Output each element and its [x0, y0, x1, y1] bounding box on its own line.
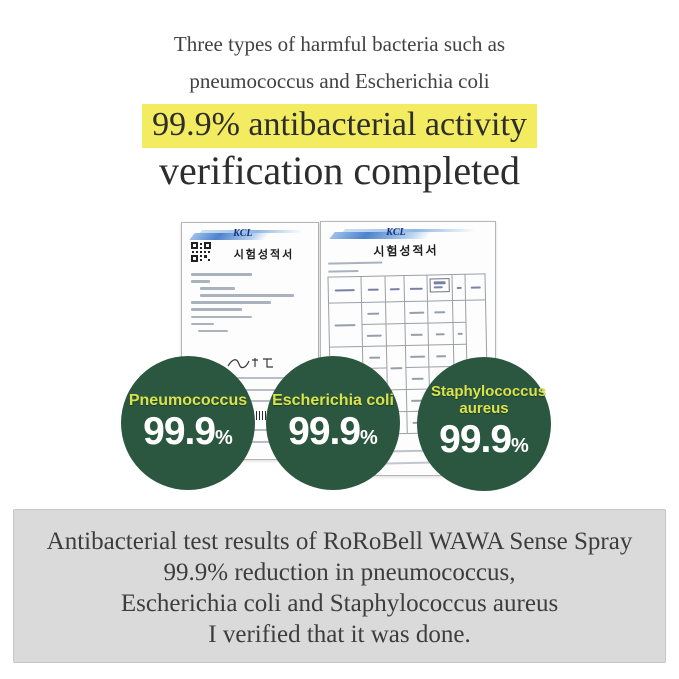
circle-label: Staphylococcus aureus — [431, 383, 547, 417]
kcl-logo: KCL — [386, 227, 406, 238]
certificate-title: 시험성적서 — [233, 248, 295, 261]
percent-sign: % — [215, 427, 233, 449]
percent-sign: % — [360, 427, 378, 449]
circle-value: 99.9% — [143, 410, 233, 453]
certificate-title: 시험성적서 — [373, 243, 439, 259]
qr-code-icon — [191, 242, 211, 262]
highlight-banner: 99.9% antibacterial activity — [142, 104, 537, 148]
result-circle-staphylococcus-aureus: Staphylococcus aureus 99.9% — [417, 357, 551, 491]
result-circle-escherichia-coli: Escherichia coli 99.9% — [266, 356, 400, 490]
signature-squiggle — [227, 358, 273, 369]
main-title: verification completed — [159, 148, 520, 193]
summary-box: Antibacterial test results of RoRoBell W… — [13, 509, 666, 663]
blue-ribbon: KCL — [185, 228, 315, 242]
result-circle-pneumococcus: Pneumococcus 99.9% — [121, 356, 255, 490]
headline: 99.9% antibacterial activity — [0, 104, 679, 148]
summary-line-3: Escherichia coli and Staphylococcus aure… — [120, 590, 559, 617]
circle-value: 99.9% — [288, 410, 378, 453]
circle-label: Pneumococcus — [128, 392, 248, 409]
intro-text: Three types of harmful bacteria such as … — [0, 26, 679, 100]
certificate-body-lines — [191, 273, 308, 337]
circle-label: Escherichia coli — [272, 392, 394, 409]
intro-line-1: Three types of harmful bacteria such as — [173, 32, 506, 56]
summary-line-4: I verified that it was done. — [208, 621, 471, 648]
kcl-logo: KCL — [233, 228, 253, 239]
summary-line-2: 99.9% reduction in pneumococcus, — [163, 559, 516, 586]
circle-value: 99.9% — [439, 418, 529, 461]
blue-ribbon: KCL — [324, 227, 492, 241]
signature — [182, 356, 318, 375]
intro-line-2: pneumococcus and Escherichia coli — [189, 69, 490, 93]
percent-sign: % — [511, 435, 529, 457]
summary-line-1: Antibacterial test results of RoRoBell W… — [46, 528, 633, 555]
